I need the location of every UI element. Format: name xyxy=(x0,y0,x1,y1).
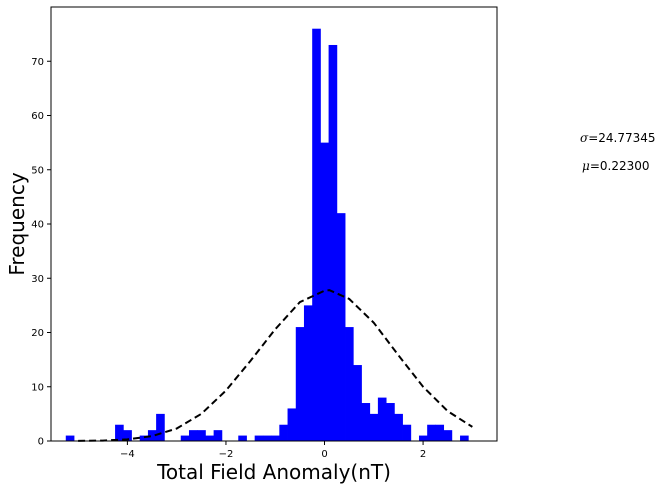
x-tick-label: 2 xyxy=(420,449,426,460)
x-axis-ticks: −4 −2 0 2 xyxy=(120,441,426,460)
histogram-bar xyxy=(336,213,346,441)
sigma-value: =24.77345 xyxy=(588,131,656,145)
histogram-bar xyxy=(123,430,132,441)
histogram-bar xyxy=(427,424,436,441)
sigma-symbol: σ xyxy=(580,131,589,145)
histogram-bar xyxy=(418,435,428,441)
histogram-bar xyxy=(460,435,469,441)
histogram-bar xyxy=(279,424,288,441)
histogram-bar xyxy=(402,424,412,441)
histogram-bar xyxy=(115,424,124,441)
histogram-bar xyxy=(180,435,190,441)
plot-area xyxy=(51,7,497,441)
mu-annotation: μ=0.22300 xyxy=(582,159,650,173)
histogram-bar xyxy=(287,408,297,441)
histogram-bar xyxy=(320,142,329,442)
histogram-bar xyxy=(303,305,313,442)
mu-value: =0.22300 xyxy=(589,159,650,173)
histogram-bar xyxy=(65,435,75,441)
mu-symbol: μ xyxy=(582,159,590,173)
x-tick-label: −2 xyxy=(219,449,234,460)
histogram-bar xyxy=(295,327,305,441)
x-tick-label: −4 xyxy=(120,449,135,460)
y-tick-label: 70 xyxy=(31,57,44,68)
y-axis-label: Frequency xyxy=(5,172,29,275)
histogram-bar xyxy=(312,28,321,441)
x-axis-label: Total Field Anomaly(nT) xyxy=(156,460,391,484)
histogram-bar xyxy=(369,413,379,442)
histogram-bar xyxy=(205,435,215,441)
histogram-bar xyxy=(213,430,223,441)
y-tick-label: 50 xyxy=(31,165,44,176)
histogram-bar xyxy=(254,435,264,441)
histogram-bar xyxy=(238,435,247,441)
histogram-bar xyxy=(188,430,198,441)
histogram-bar xyxy=(435,424,445,441)
y-tick-label: 10 xyxy=(31,382,44,393)
histogram-bar xyxy=(386,403,395,441)
y-tick-label: 20 xyxy=(31,328,44,339)
y-tick-label: 60 xyxy=(31,111,44,122)
y-tick-label: 0 xyxy=(38,437,44,448)
histogram-bar xyxy=(328,44,338,441)
histogram-bar xyxy=(377,397,387,441)
histogram-bar xyxy=(147,430,157,441)
y-tick-label: 30 xyxy=(31,274,44,285)
histogram-bar xyxy=(394,413,403,442)
histogram-bar xyxy=(197,430,206,441)
bars-group xyxy=(65,28,469,442)
y-tick-label: 40 xyxy=(31,220,44,231)
histogram-bar xyxy=(353,365,362,441)
histogram-bar xyxy=(271,435,280,441)
histogram-bar xyxy=(156,413,165,442)
y-axis-ticks: 0 10 20 30 40 50 60 70 xyxy=(31,57,51,448)
histogram-bar xyxy=(361,403,371,441)
histogram-bar xyxy=(139,435,149,441)
sigma-annotation: σ=24.77345 xyxy=(580,131,656,145)
histogram-bar xyxy=(345,327,354,441)
x-tick-label: 0 xyxy=(321,449,327,460)
histogram-bar xyxy=(443,430,453,441)
histogram-bar xyxy=(262,435,272,441)
normal-fit-curve xyxy=(78,289,473,442)
